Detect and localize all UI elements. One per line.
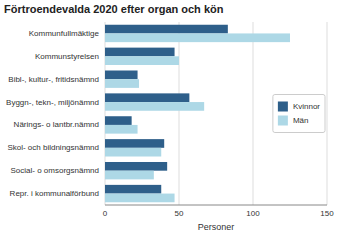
legend: Kvinnor Män: [273, 95, 325, 133]
bar: [105, 116, 132, 125]
category-label: Kommunfullmäktige: [29, 29, 100, 38]
x-axis-label: Personer: [198, 222, 235, 232]
x-tick-label: 150: [320, 209, 334, 218]
bar: [105, 48, 175, 57]
grid: [105, 22, 327, 205]
bar: [105, 56, 179, 65]
legend-label: Kvinnor: [293, 102, 320, 111]
x-tick-label: 100: [246, 209, 260, 218]
legend-label: Män: [293, 116, 309, 125]
legend-swatch: [278, 102, 288, 112]
x-tick-label: 0: [103, 209, 108, 218]
category-label: Närings- o lantbr.nämnd: [14, 120, 99, 129]
category-label: Bibl-, kultur-, fritidsnämnd: [8, 75, 99, 84]
title: Förtroendevalda 2020 efter organ och kön: [4, 3, 224, 15]
category-label: Kommunstyrelsen: [35, 52, 99, 61]
chart: Förtroendevalda 2020 efter organ och kön…: [0, 0, 337, 235]
grid-line: [179, 22, 180, 205]
bar: [105, 148, 161, 157]
bar: [105, 70, 138, 79]
grid-line: [253, 22, 254, 205]
category-label: Repr. i kommunalförbund: [10, 189, 99, 198]
category-label: Social- o omsorgsnämnd: [11, 166, 99, 175]
bar: [105, 162, 167, 171]
bars: [105, 25, 290, 203]
x-tick-label: 50: [175, 209, 184, 218]
category-label: Skol- och bildningsnämnd: [7, 143, 99, 152]
bar: [105, 185, 161, 194]
bar: [105, 33, 290, 42]
x-axis-line: [105, 205, 327, 206]
x-ticks: 0 50 100 150: [103, 209, 334, 218]
bar: [105, 171, 154, 180]
category-label: Byggn-, tekn-, miljönämnd: [6, 98, 99, 107]
legend-box: [273, 95, 325, 133]
bar: [105, 25, 228, 34]
bar: [105, 93, 189, 102]
bar: [105, 139, 164, 148]
legend-swatch: [278, 116, 288, 126]
bar: [105, 102, 204, 111]
bar: [105, 194, 175, 203]
grid-line: [327, 22, 328, 205]
bar: [105, 125, 138, 134]
bar: [105, 79, 139, 88]
